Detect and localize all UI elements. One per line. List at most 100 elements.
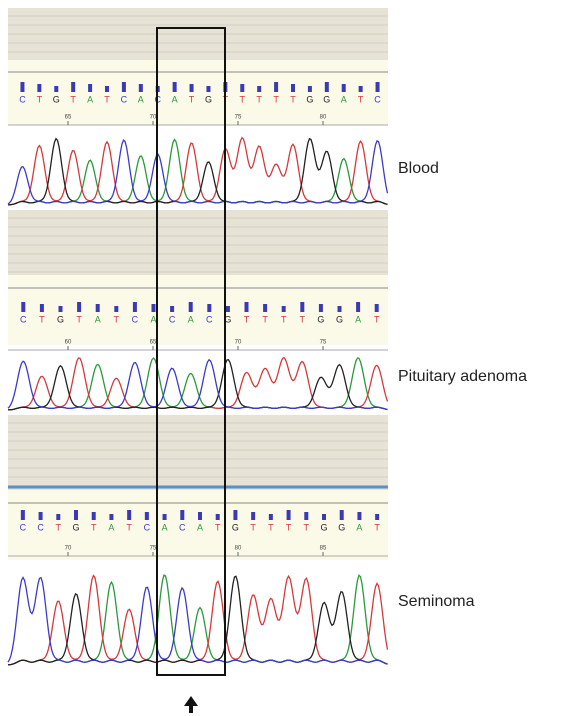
sequence-band: [8, 275, 388, 345]
position-label: 80: [320, 115, 327, 121]
quality-bar: [375, 304, 379, 312]
quality-bar: [274, 82, 278, 92]
base-call: T: [37, 94, 43, 104]
quality-bar: [145, 512, 149, 520]
base-call: G: [320, 522, 327, 532]
base-call: G: [53, 94, 60, 104]
base-call: T: [215, 522, 221, 532]
quality-bar: [338, 306, 342, 312]
base-call: T: [256, 94, 262, 104]
position-label: 70: [65, 546, 72, 552]
quality-bar: [92, 512, 96, 520]
quality-bar: [375, 514, 379, 520]
quality-bar: [173, 82, 177, 92]
quality-bar: [282, 306, 286, 312]
base-call: G: [338, 522, 345, 532]
quality-bar: [21, 510, 25, 520]
quality-bar: [263, 304, 267, 312]
trace: [8, 576, 388, 665]
quality-bar: [376, 82, 380, 92]
quality-bar: [216, 514, 220, 520]
base-call: A: [95, 314, 101, 324]
base-call: T: [56, 522, 62, 532]
figure: CTGTATCACATGTTTTTGGATC65707580CTGTATCACA…: [0, 0, 573, 716]
quality-bar: [77, 302, 81, 312]
quality-bar: [152, 304, 156, 312]
base-call: T: [358, 94, 364, 104]
quality-bar: [114, 306, 118, 312]
quality-bar: [122, 82, 126, 92]
base-call: C: [19, 94, 26, 104]
quality-bar: [71, 82, 75, 92]
base-call: C: [20, 314, 27, 324]
position-label: 75: [320, 340, 327, 346]
quality-bar: [127, 510, 131, 520]
base-call: T: [104, 94, 110, 104]
base-call: T: [189, 94, 195, 104]
quality-bar: [105, 86, 109, 92]
base-call: T: [374, 314, 380, 324]
base-call: A: [150, 314, 156, 324]
base-call: C: [20, 522, 27, 532]
quality-bar: [240, 84, 244, 92]
base-call: C: [37, 522, 44, 532]
quality-bar: [59, 306, 63, 312]
base-call: A: [108, 522, 114, 532]
base-call: T: [304, 522, 310, 532]
base-call: A: [356, 522, 362, 532]
base-call: A: [138, 94, 144, 104]
quality-bar: [342, 84, 346, 92]
panel-label: Seminoma: [398, 593, 474, 611]
quality-bar: [207, 304, 211, 312]
quality-bar: [180, 510, 184, 520]
base-call: T: [126, 522, 132, 532]
position-label: 80: [235, 546, 242, 552]
base-call: T: [281, 314, 287, 324]
quality-bar: [56, 514, 60, 520]
base-call: T: [268, 522, 274, 532]
position-label: 70: [235, 340, 242, 346]
base-call: C: [144, 522, 151, 532]
quality-bar: [74, 510, 78, 520]
base-call: G: [306, 94, 313, 104]
trace: [8, 360, 388, 410]
quality-bar: [190, 84, 194, 92]
base-call: C: [132, 314, 139, 324]
base-call: G: [57, 314, 64, 324]
quality-bar: [198, 512, 202, 520]
base-call: C: [374, 94, 381, 104]
quality-bar: [300, 302, 304, 312]
base-call: C: [169, 314, 176, 324]
base-call: T: [240, 94, 246, 104]
base-call: T: [290, 94, 296, 104]
quality-bar: [39, 512, 43, 520]
position-label: 85: [320, 546, 327, 552]
base-call: A: [188, 314, 194, 324]
position-label: 75: [150, 546, 157, 552]
quality-bar: [21, 302, 25, 312]
quality-bar: [308, 86, 312, 92]
header-band: [8, 415, 388, 490]
base-call: T: [250, 522, 256, 532]
quality-bar: [357, 512, 361, 520]
quality-bar: [325, 82, 329, 92]
quality-bar: [322, 514, 326, 520]
position-label: 75: [235, 115, 242, 121]
position-label: 65: [150, 340, 157, 346]
quality-bar: [206, 86, 210, 92]
base-call: T: [39, 314, 45, 324]
chromatogram-figure: CTGTATCACATGTTTTTGGATC65707580CTGTATCACA…: [0, 0, 573, 716]
base-call: G: [205, 94, 212, 104]
quality-bar: [96, 304, 100, 312]
base-call: T: [114, 314, 120, 324]
base-call: T: [91, 522, 97, 532]
base-call: C: [179, 522, 186, 532]
panel-label: Blood: [398, 160, 439, 178]
position-label: 70: [150, 115, 157, 121]
base-call: C: [206, 314, 213, 324]
base-call: A: [87, 94, 93, 104]
quality-bar: [291, 84, 295, 92]
quality-bar: [269, 514, 273, 520]
panel-label: Pituitary adenoma: [398, 368, 527, 386]
base-call: T: [76, 314, 82, 324]
